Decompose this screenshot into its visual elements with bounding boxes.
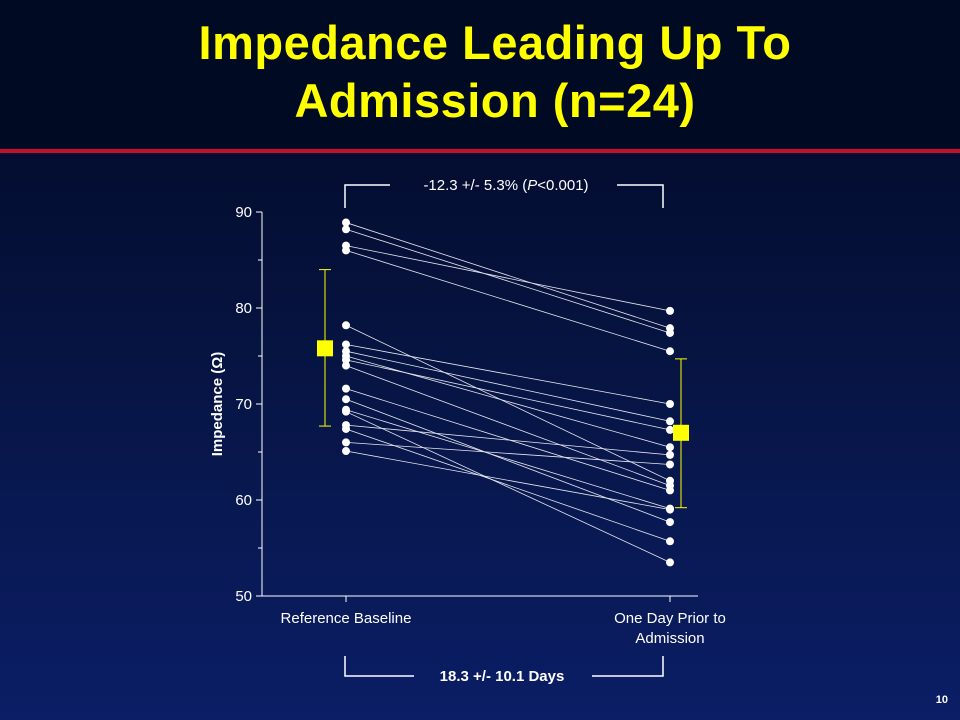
patient-line [345,365,671,486]
top-annotation-part: P [527,177,537,194]
baseline-point [342,395,350,404]
baseline-point [342,424,350,433]
baseline-point [342,361,350,370]
prior-point [666,306,674,315]
x-tick-label: One Day Prior to Admission [614,610,726,647]
slide-title: Impedance Leading Up To Admission (n=24) [0,14,960,130]
x-tick-label-line: Admission [635,630,704,647]
prior-point [666,443,674,452]
y-tick-label: 60 [235,492,252,509]
top-annotation-part: <0.001) [537,177,588,194]
patient-line [345,424,671,456]
page-number: 10 [935,694,948,706]
prior-point [666,558,674,567]
y-ticks: 50 60 70 80 90 [235,204,262,605]
baseline-point [342,407,350,416]
baseline-point [342,355,350,364]
baseline-point [342,447,350,456]
patient-line [345,228,671,334]
patient-line [345,245,671,312]
y-tick-label: 80 [235,300,252,317]
y-axis-label: Impedance (Ω) [209,352,226,457]
patient-line [345,359,671,431]
prior-point [666,417,674,426]
patient-line [345,222,671,329]
x-tick-label-line: Reference Baseline [281,610,412,627]
patient-line [345,250,671,352]
prior-point [666,400,674,408]
prior-point [666,486,674,495]
baseline-point [342,438,350,447]
prior-point [666,450,674,459]
top-bracket: -12.3 +/- 5.3% (P<0.001) [344,177,664,208]
patient-line [345,442,671,465]
prior-point [666,537,674,546]
baseline-point [342,384,350,393]
bottom-annotation: 18.3 +/- 10.1 Days [440,668,565,685]
patient-pairs [342,218,674,567]
patient-line [345,388,671,491]
baseline-point [342,246,350,255]
patient-line [345,411,671,563]
top-annotation-part: -12.3 +/- 5.3% ( [423,177,527,194]
patient-line [345,355,671,448]
baseline-point [342,225,350,234]
slide-title-line-2: Admission (n=24) [294,74,696,127]
prior-point [666,347,674,356]
bottom-bracket-left [344,656,414,677]
baseline-mean-marker [317,340,333,357]
x-ticks: Reference Baseline One Day Prior to Admiss… [281,596,726,647]
mean-markers [317,269,689,509]
y-tick-label: 90 [235,204,252,221]
patient-line [345,324,671,482]
baseline-point [342,321,350,330]
prior-point [666,505,674,514]
patient-line [345,428,671,542]
baseline-point [342,340,350,349]
patient-line [345,409,671,510]
patient-line [345,398,671,523]
title-band [0,0,960,148]
top-annotation: -12.3 +/- 5.3% (P<0.001) [423,177,588,194]
prior-point [666,328,674,337]
title-divider [0,149,960,153]
patient-line [345,344,671,405]
bottom-bracket-right [592,656,664,677]
top-bracket-left [344,184,390,208]
patient-line [345,450,671,510]
patient-line [345,350,671,422]
prior-point [666,518,674,527]
y-tick-label: 50 [235,588,252,605]
prior-point [666,460,674,469]
prior-mean-marker [673,424,689,441]
baseline-point [342,218,350,227]
y-tick-label: 70 [235,396,252,413]
slide-title-line-1: Impedance Leading Up To [198,16,792,69]
top-bracket-right [617,184,664,208]
bottom-bracket: 18.3 +/- 10.1 Days [344,656,664,685]
prior-point [666,425,674,434]
x-tick-label-line: One Day Prior to [614,610,726,627]
x-tick-label: Reference Baseline [281,610,412,627]
